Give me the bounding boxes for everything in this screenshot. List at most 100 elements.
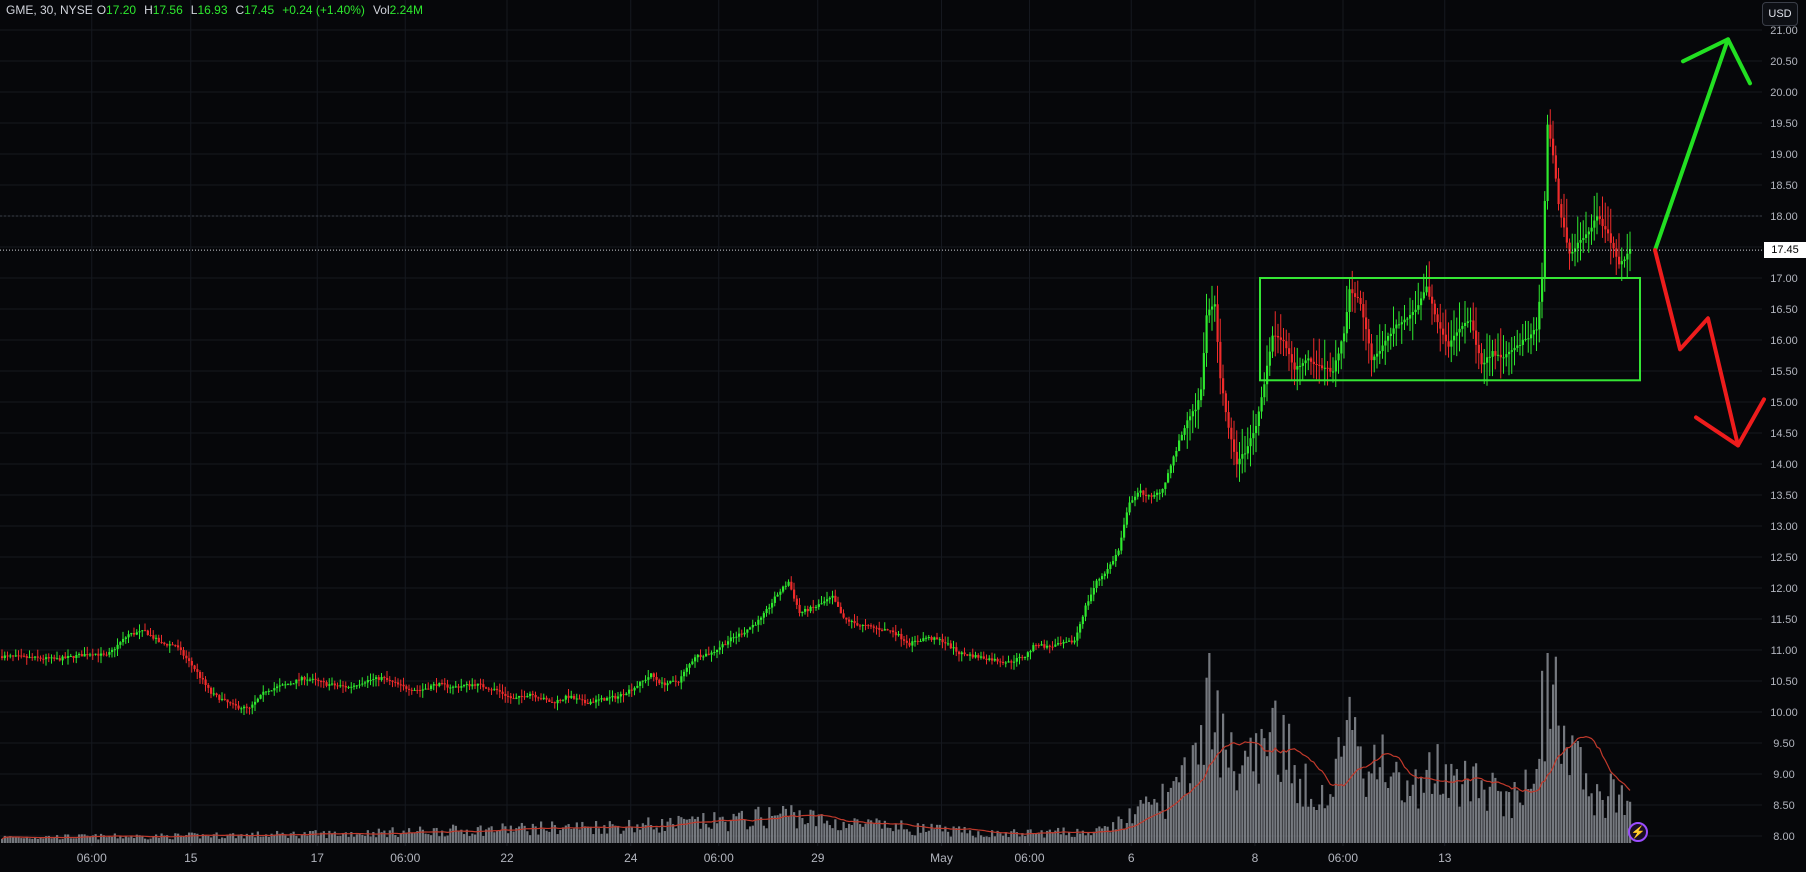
candle-body — [606, 697, 609, 701]
candle-body — [1158, 492, 1161, 494]
volume-bar — [391, 827, 394, 843]
volume-bar — [347, 836, 350, 843]
candle-body — [845, 617, 848, 620]
candle-body — [1114, 554, 1117, 562]
volume-bar — [1483, 789, 1486, 843]
volume-bar — [375, 837, 378, 843]
candle-body — [647, 677, 650, 680]
time-tick-label: May — [930, 851, 953, 865]
volume-bar — [1472, 766, 1475, 843]
candle-body — [842, 613, 845, 618]
volume-bar — [424, 833, 427, 843]
volume-bar — [1015, 832, 1018, 843]
volume-bar — [94, 834, 97, 843]
volume-bar — [325, 838, 328, 843]
candle-body — [1593, 220, 1596, 228]
volume-bar — [1301, 806, 1304, 843]
candle-body — [1048, 645, 1051, 647]
candle-body — [850, 620, 853, 622]
candle-body — [1571, 251, 1574, 254]
volume-bar — [1018, 836, 1021, 843]
candle-body — [1164, 482, 1167, 489]
candle-body — [993, 658, 996, 661]
currency-button[interactable]: USD — [1762, 2, 1798, 26]
volume-bar — [89, 836, 92, 843]
candle-body — [443, 683, 446, 685]
volume-bar — [908, 831, 911, 843]
candle-body — [611, 695, 614, 698]
volume-bar — [551, 821, 554, 843]
volume-bar — [133, 838, 136, 843]
volume-bar — [1345, 720, 1348, 843]
candle-body — [1117, 550, 1120, 555]
time-axis[interactable]: 06:00 15 17 06:00 22 24 06:00 29 May 06:00 6 8 06:00… — [77, 851, 1452, 865]
volume-bar — [465, 829, 468, 843]
volume-bar — [1315, 810, 1318, 843]
candle-body — [584, 699, 587, 704]
candle-body — [1070, 640, 1073, 643]
volume-bar — [1604, 817, 1607, 843]
candle-body — [377, 677, 380, 680]
candle-body — [974, 655, 977, 658]
volume-bar — [1208, 653, 1211, 843]
price-tick-label: 10.00 — [1770, 707, 1798, 719]
candle-body — [1323, 367, 1326, 369]
volume-bar — [91, 835, 94, 843]
candle-body — [545, 697, 548, 700]
volume-bar — [204, 835, 207, 843]
candle-body — [460, 686, 463, 688]
candle-body — [1018, 657, 1021, 659]
volume-bar — [859, 824, 862, 843]
candle-body — [991, 658, 994, 661]
volume-bar — [487, 827, 490, 843]
candle-body — [196, 669, 199, 672]
candle-body — [174, 645, 177, 647]
volume-bar — [1461, 784, 1464, 843]
candle-body — [914, 640, 917, 642]
volume-bar — [1433, 783, 1436, 843]
volume-bar — [441, 830, 444, 843]
volume-bar — [1051, 832, 1054, 843]
candle-body — [658, 679, 661, 684]
volume-bar — [372, 831, 375, 843]
candle-body — [916, 640, 919, 642]
volume-bar — [1422, 792, 1425, 843]
price-tick-label: 9.00 — [1773, 769, 1794, 781]
price-axis[interactable]: 8.00 8.50 9.00 9.50 10.00 10.50 11.00 11.50 12.0… — [1770, 25, 1798, 843]
candle-body — [1136, 492, 1139, 497]
candle-body — [133, 633, 136, 635]
candle-body — [512, 698, 515, 700]
candle-body — [1483, 362, 1486, 365]
volume-bar — [262, 836, 265, 843]
candle-body — [421, 689, 424, 691]
volume-bar — [724, 821, 727, 843]
volume-bar — [900, 820, 903, 843]
volume-bar — [1131, 823, 1134, 843]
candle-body — [1362, 304, 1365, 318]
symbol-info[interactable]: GME, 30, NYSE — [6, 3, 93, 17]
volume-bar — [1059, 834, 1062, 843]
candle-body — [152, 635, 155, 639]
candle-body — [146, 630, 149, 636]
candle-body — [586, 703, 589, 705]
candle-body — [218, 695, 221, 700]
candle-body — [1598, 216, 1601, 219]
lightning-icon[interactable]: ⚡ — [1628, 822, 1648, 842]
time-tick-label: 06:00 — [704, 851, 734, 865]
candle-body — [1469, 320, 1472, 322]
volume-bar — [570, 828, 573, 843]
volume-bar — [592, 834, 595, 843]
volume-bar — [1362, 778, 1365, 843]
volume-bar — [1367, 771, 1370, 843]
volume-bar — [1205, 677, 1208, 843]
volume-bar — [1194, 742, 1197, 843]
candle-body — [1288, 348, 1291, 355]
candle-body — [1059, 643, 1062, 645]
candle-body — [366, 680, 369, 683]
candle-body — [1139, 490, 1142, 493]
volume-bar — [421, 829, 424, 843]
volume-bar — [361, 834, 364, 843]
candle-body — [91, 654, 94, 656]
candle-body — [102, 653, 105, 655]
